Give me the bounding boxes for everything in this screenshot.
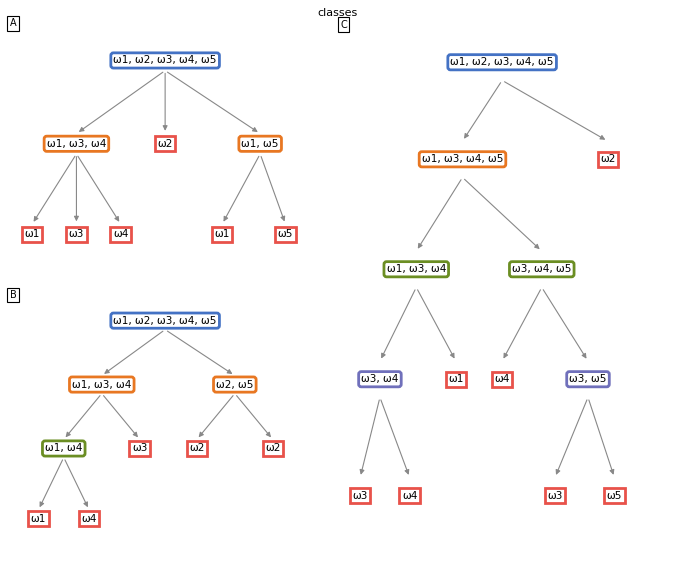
- Text: ω3, ω5: ω3, ω5: [570, 374, 607, 384]
- Text: ω3: ω3: [69, 229, 84, 239]
- Text: ω2: ω2: [189, 444, 204, 453]
- Text: ω1: ω1: [24, 229, 40, 239]
- Text: ω1, ω2, ω3, ω4, ω5: ω1, ω2, ω3, ω4, ω5: [113, 316, 217, 325]
- Text: classes: classes: [317, 8, 357, 19]
- Text: ω1: ω1: [31, 514, 46, 524]
- Text: ω1: ω1: [214, 229, 230, 239]
- Text: ω3: ω3: [132, 444, 148, 453]
- Text: ω3: ω3: [353, 491, 368, 501]
- Text: ω3, ω4, ω5: ω3, ω4, ω5: [512, 264, 572, 275]
- Text: ω1, ω3, ω4, ω5: ω1, ω3, ω4, ω5: [422, 155, 503, 164]
- Text: ω2: ω2: [600, 155, 615, 164]
- Text: ω3: ω3: [547, 491, 563, 501]
- Text: ω1, ω3, ω4: ω1, ω3, ω4: [47, 139, 106, 149]
- Text: ω1, ω5: ω1, ω5: [241, 139, 279, 149]
- Text: C: C: [340, 20, 347, 29]
- Text: ω4: ω4: [495, 374, 510, 384]
- Text: ω1, ω3, ω4: ω1, ω3, ω4: [387, 264, 446, 275]
- Text: ω4: ω4: [113, 229, 129, 239]
- Text: ω3, ω4: ω3, ω4: [361, 374, 398, 384]
- Text: ω4: ω4: [402, 491, 417, 501]
- Text: ω2: ω2: [158, 139, 173, 149]
- Text: ω5: ω5: [607, 491, 622, 501]
- Text: ω1, ω2, ω3, ω4, ω5: ω1, ω2, ω3, ω4, ω5: [113, 55, 217, 66]
- Text: ω4: ω4: [82, 514, 97, 524]
- Text: ω1, ω4: ω1, ω4: [45, 444, 82, 453]
- Text: ω2, ω5: ω2, ω5: [216, 380, 253, 389]
- Text: B: B: [10, 290, 17, 300]
- Text: ω1: ω1: [448, 374, 464, 384]
- Text: ω5: ω5: [278, 229, 293, 239]
- Text: ω2: ω2: [265, 444, 280, 453]
- Text: ω1, ω2, ω3, ω4, ω5: ω1, ω2, ω3, ω4, ω5: [450, 57, 554, 67]
- Text: A: A: [10, 18, 17, 28]
- Text: ω1, ω3, ω4: ω1, ω3, ω4: [72, 380, 131, 389]
